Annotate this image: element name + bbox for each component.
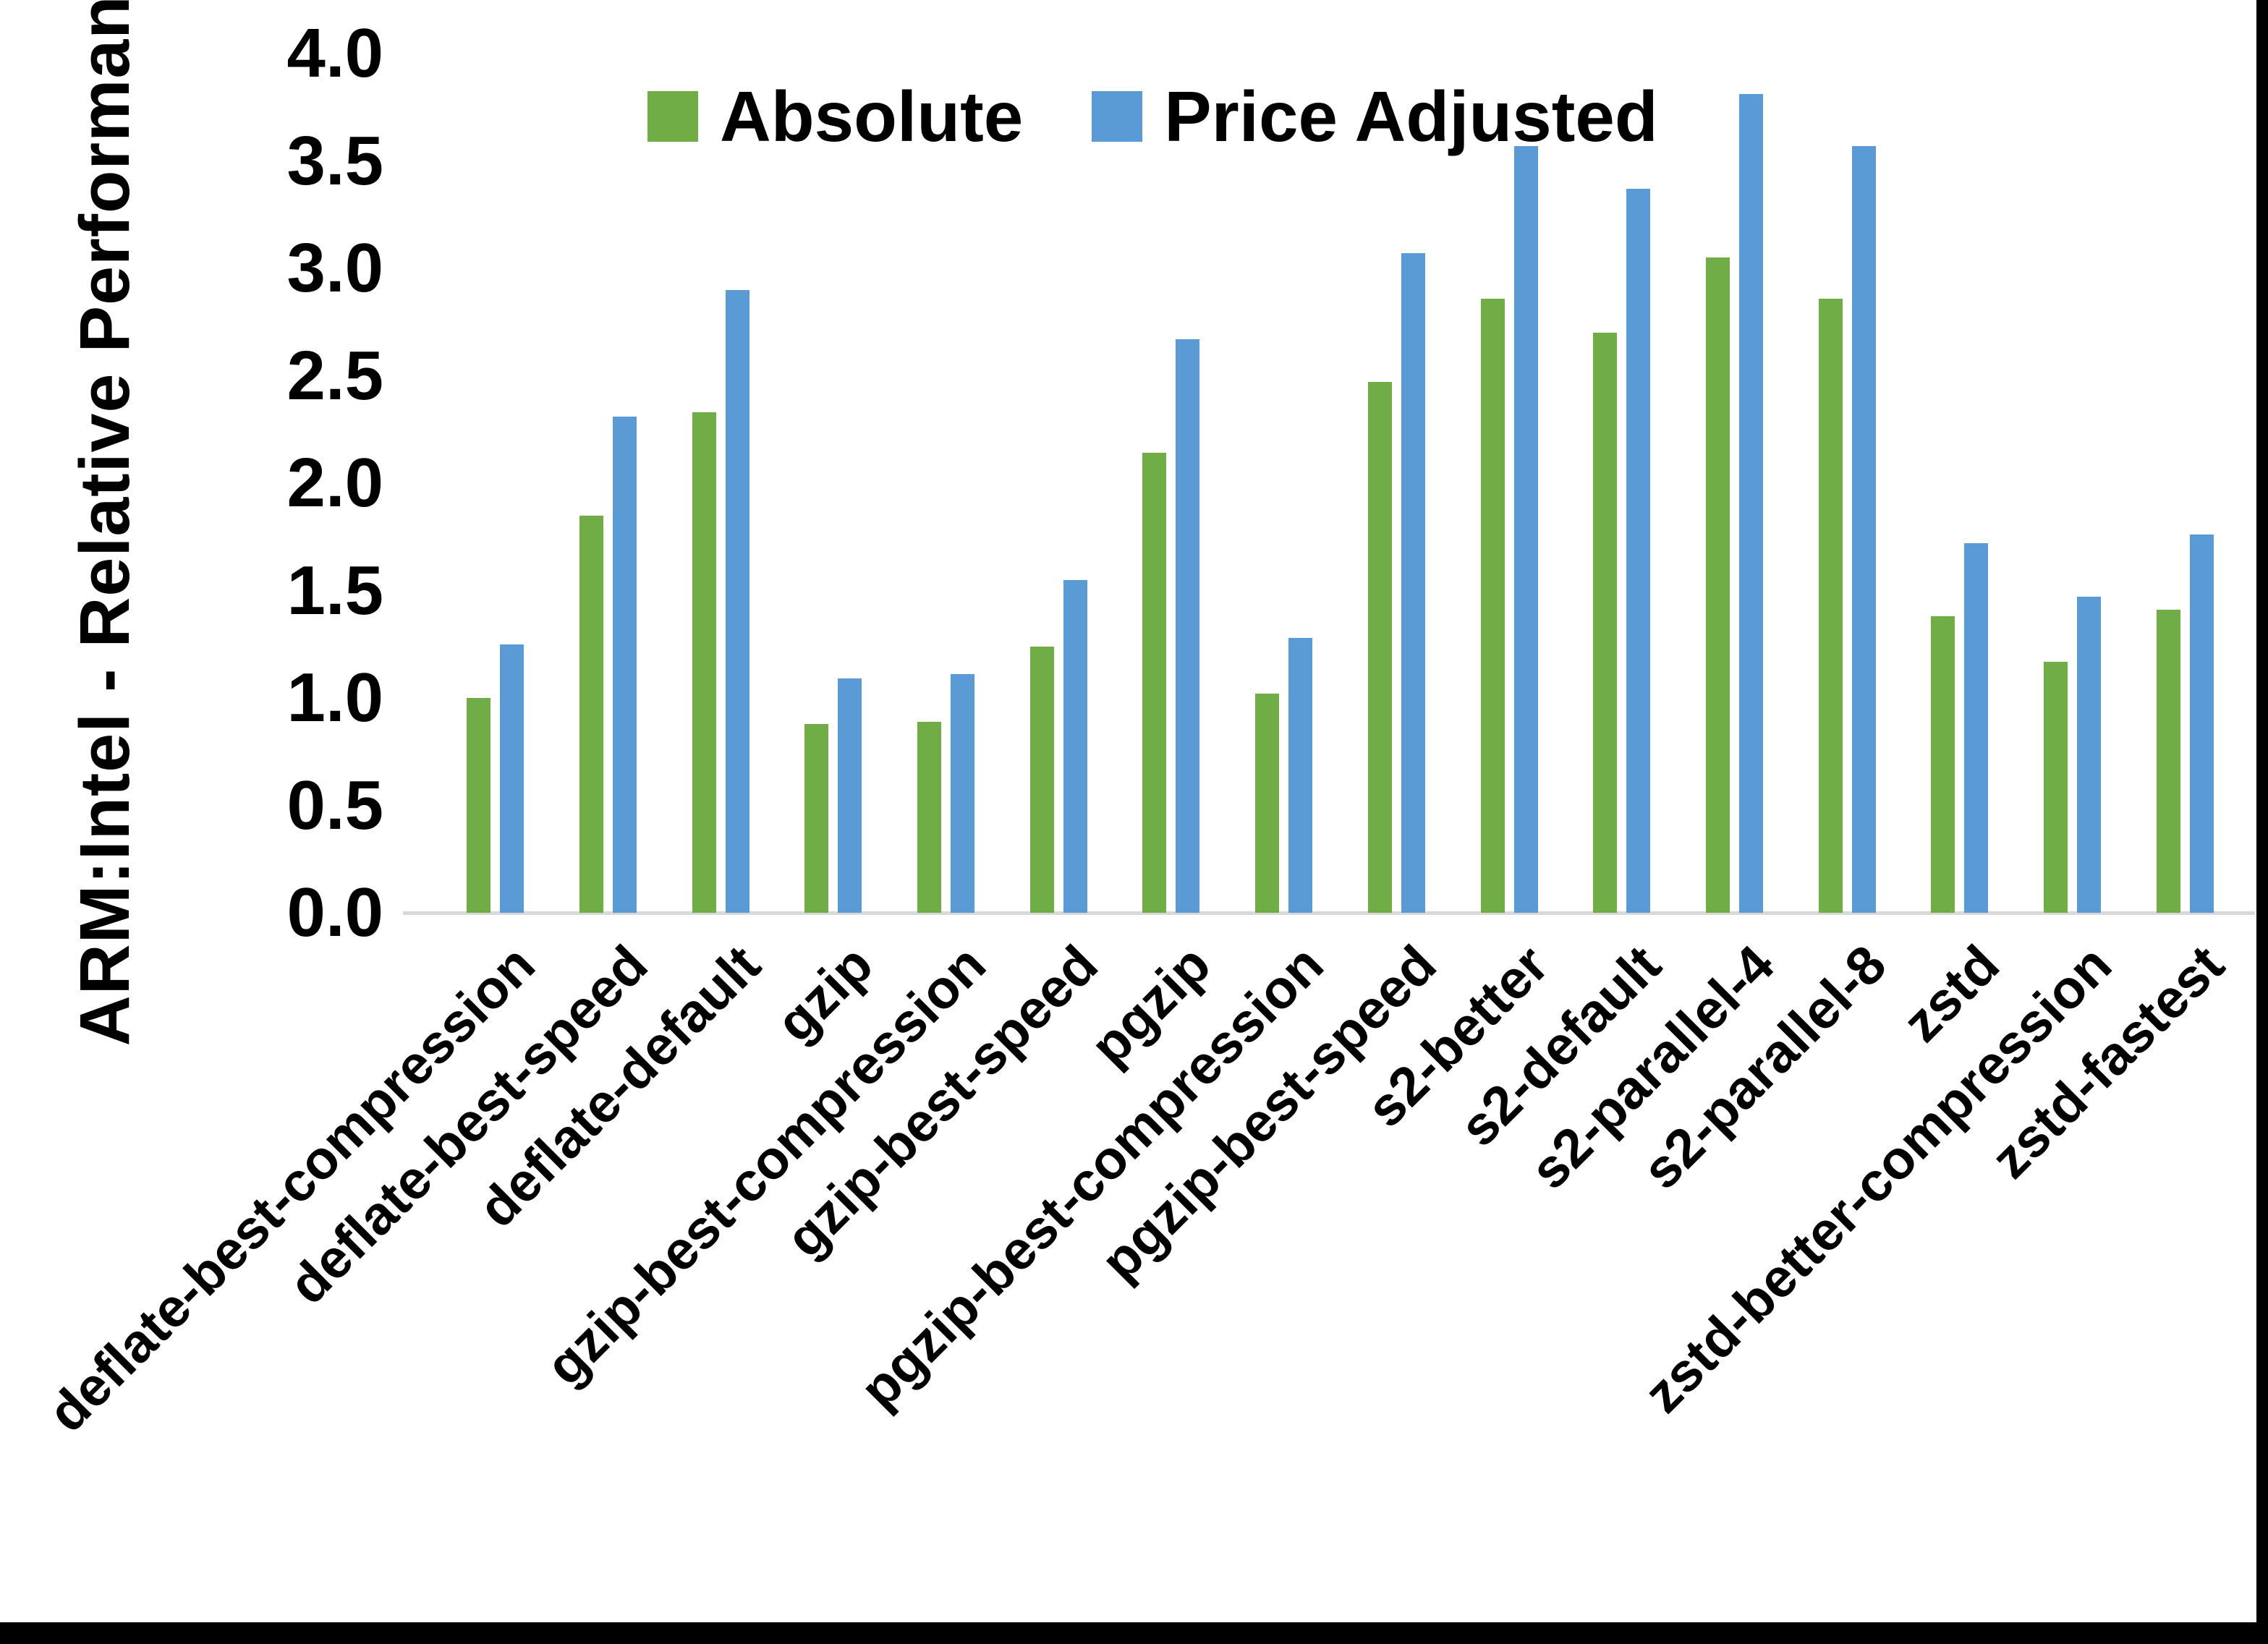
legend-label-price-adjusted: Price Adjusted xyxy=(1164,77,1658,156)
bar-group-zstd xyxy=(1903,54,2016,913)
bar-absolute-gzip xyxy=(804,723,829,913)
y-tick-label-2.5: 2.5 xyxy=(286,336,383,414)
bar-absolute-zstd xyxy=(1931,616,1955,913)
legend-swatch-price-adjusted xyxy=(1092,91,1143,142)
bar-group-s2-default xyxy=(1566,54,1678,913)
y-tick-label-3.0: 3.0 xyxy=(286,229,383,307)
bar-absolute-zstd-better-compression xyxy=(2043,661,2068,913)
bar-absolute-pgzip xyxy=(1142,453,1167,913)
page-bottom-border xyxy=(0,1622,2268,1644)
bar-absolute-s2-parallel-8 xyxy=(1818,298,1843,913)
legend-item-price-adjusted: Price Adjusted xyxy=(1092,81,1658,152)
bar-price-adjusted-deflate-best-compression xyxy=(500,644,524,913)
y-tick-label-2.0: 2.0 xyxy=(286,444,383,521)
bar-absolute-gzip-best-speed xyxy=(1029,646,1054,913)
bar-absolute-zstd-fastest xyxy=(2156,610,2180,913)
bar-absolute-pgzip-best-speed xyxy=(1367,382,1392,913)
x-axis-line xyxy=(403,911,2255,915)
bar-absolute-deflate-best-compression xyxy=(467,698,491,913)
bar-group-deflate-best-compression xyxy=(439,54,552,913)
legend-label-absolute: Absolute xyxy=(720,77,1024,156)
page-right-border xyxy=(2256,0,2268,1644)
legend: Absolute Price Adjusted xyxy=(647,81,1658,152)
bar-price-adjusted-pgzip xyxy=(1176,339,1200,913)
bar-group-gzip-best-compression xyxy=(890,54,1003,913)
bar-price-adjusted-gzip-best-compression xyxy=(951,674,975,913)
bar-group-pgzip-best-speed xyxy=(1341,54,1453,913)
bar-price-adjusted-deflate-default xyxy=(725,289,749,913)
bar-price-adjusted-gzip-best-speed xyxy=(1063,579,1087,913)
bar-absolute-s2-parallel-4 xyxy=(1705,257,1730,913)
plot-area xyxy=(403,54,2248,913)
bar-price-adjusted-pgzip-best-compression xyxy=(1288,637,1313,913)
bar-price-adjusted-s2-parallel-8 xyxy=(1851,145,1876,913)
bar-group-pgzip-best-compression xyxy=(1228,54,1341,913)
bar-absolute-gzip-best-compression xyxy=(917,721,942,913)
y-tick-label-0.0: 0.0 xyxy=(286,874,383,951)
bar-absolute-s2-better xyxy=(1480,298,1505,913)
bar-group-gzip-best-speed xyxy=(1002,54,1115,913)
bar-group-gzip xyxy=(777,54,890,913)
bar-group-s2-parallel-8 xyxy=(1791,54,1903,913)
bar-group-deflate-default xyxy=(664,54,777,913)
bar-group-s2-parallel-4 xyxy=(1678,54,1791,913)
bar-absolute-deflate-best-speed xyxy=(579,515,604,913)
y-tick-label-0.5: 0.5 xyxy=(286,766,383,844)
bar-absolute-s2-default xyxy=(1593,333,1618,913)
bar-price-adjusted-gzip xyxy=(838,678,862,913)
y-tick-label-1.5: 1.5 xyxy=(286,551,383,629)
bar-absolute-pgzip-best-compression xyxy=(1255,694,1280,913)
bar-group-deflate-best-speed xyxy=(552,54,665,913)
bar-price-adjusted-deflate-best-speed xyxy=(613,416,637,913)
y-tick-label-1.0: 1.0 xyxy=(286,659,383,736)
bar-price-adjusted-s2-parallel-4 xyxy=(1738,94,1763,913)
bar-price-adjusted-zstd-better-compression xyxy=(2076,597,2101,913)
bar-group-zstd-better-compression xyxy=(2016,54,2129,913)
bar-group-pgzip xyxy=(1115,54,1228,913)
bar-price-adjusted-zstd-fastest xyxy=(2189,534,2214,913)
y-tick-label-4.0: 4.0 xyxy=(286,14,383,92)
bar-absolute-deflate-default xyxy=(692,412,716,913)
bar-price-adjusted-s2-default xyxy=(1626,189,1651,913)
y-tick-label-3.5: 3.5 xyxy=(286,122,383,200)
legend-item-absolute: Absolute xyxy=(647,81,1023,152)
bar-price-adjusted-s2-better xyxy=(1513,145,1538,913)
bar-group-zstd-fastest xyxy=(2128,54,2241,913)
bar-price-adjusted-pgzip-best-speed xyxy=(1401,253,1425,913)
bar-group-s2-better xyxy=(1453,54,1566,913)
legend-swatch-absolute xyxy=(647,91,698,142)
bar-groups xyxy=(403,54,2248,913)
bar-price-adjusted-zstd xyxy=(1964,543,1989,913)
